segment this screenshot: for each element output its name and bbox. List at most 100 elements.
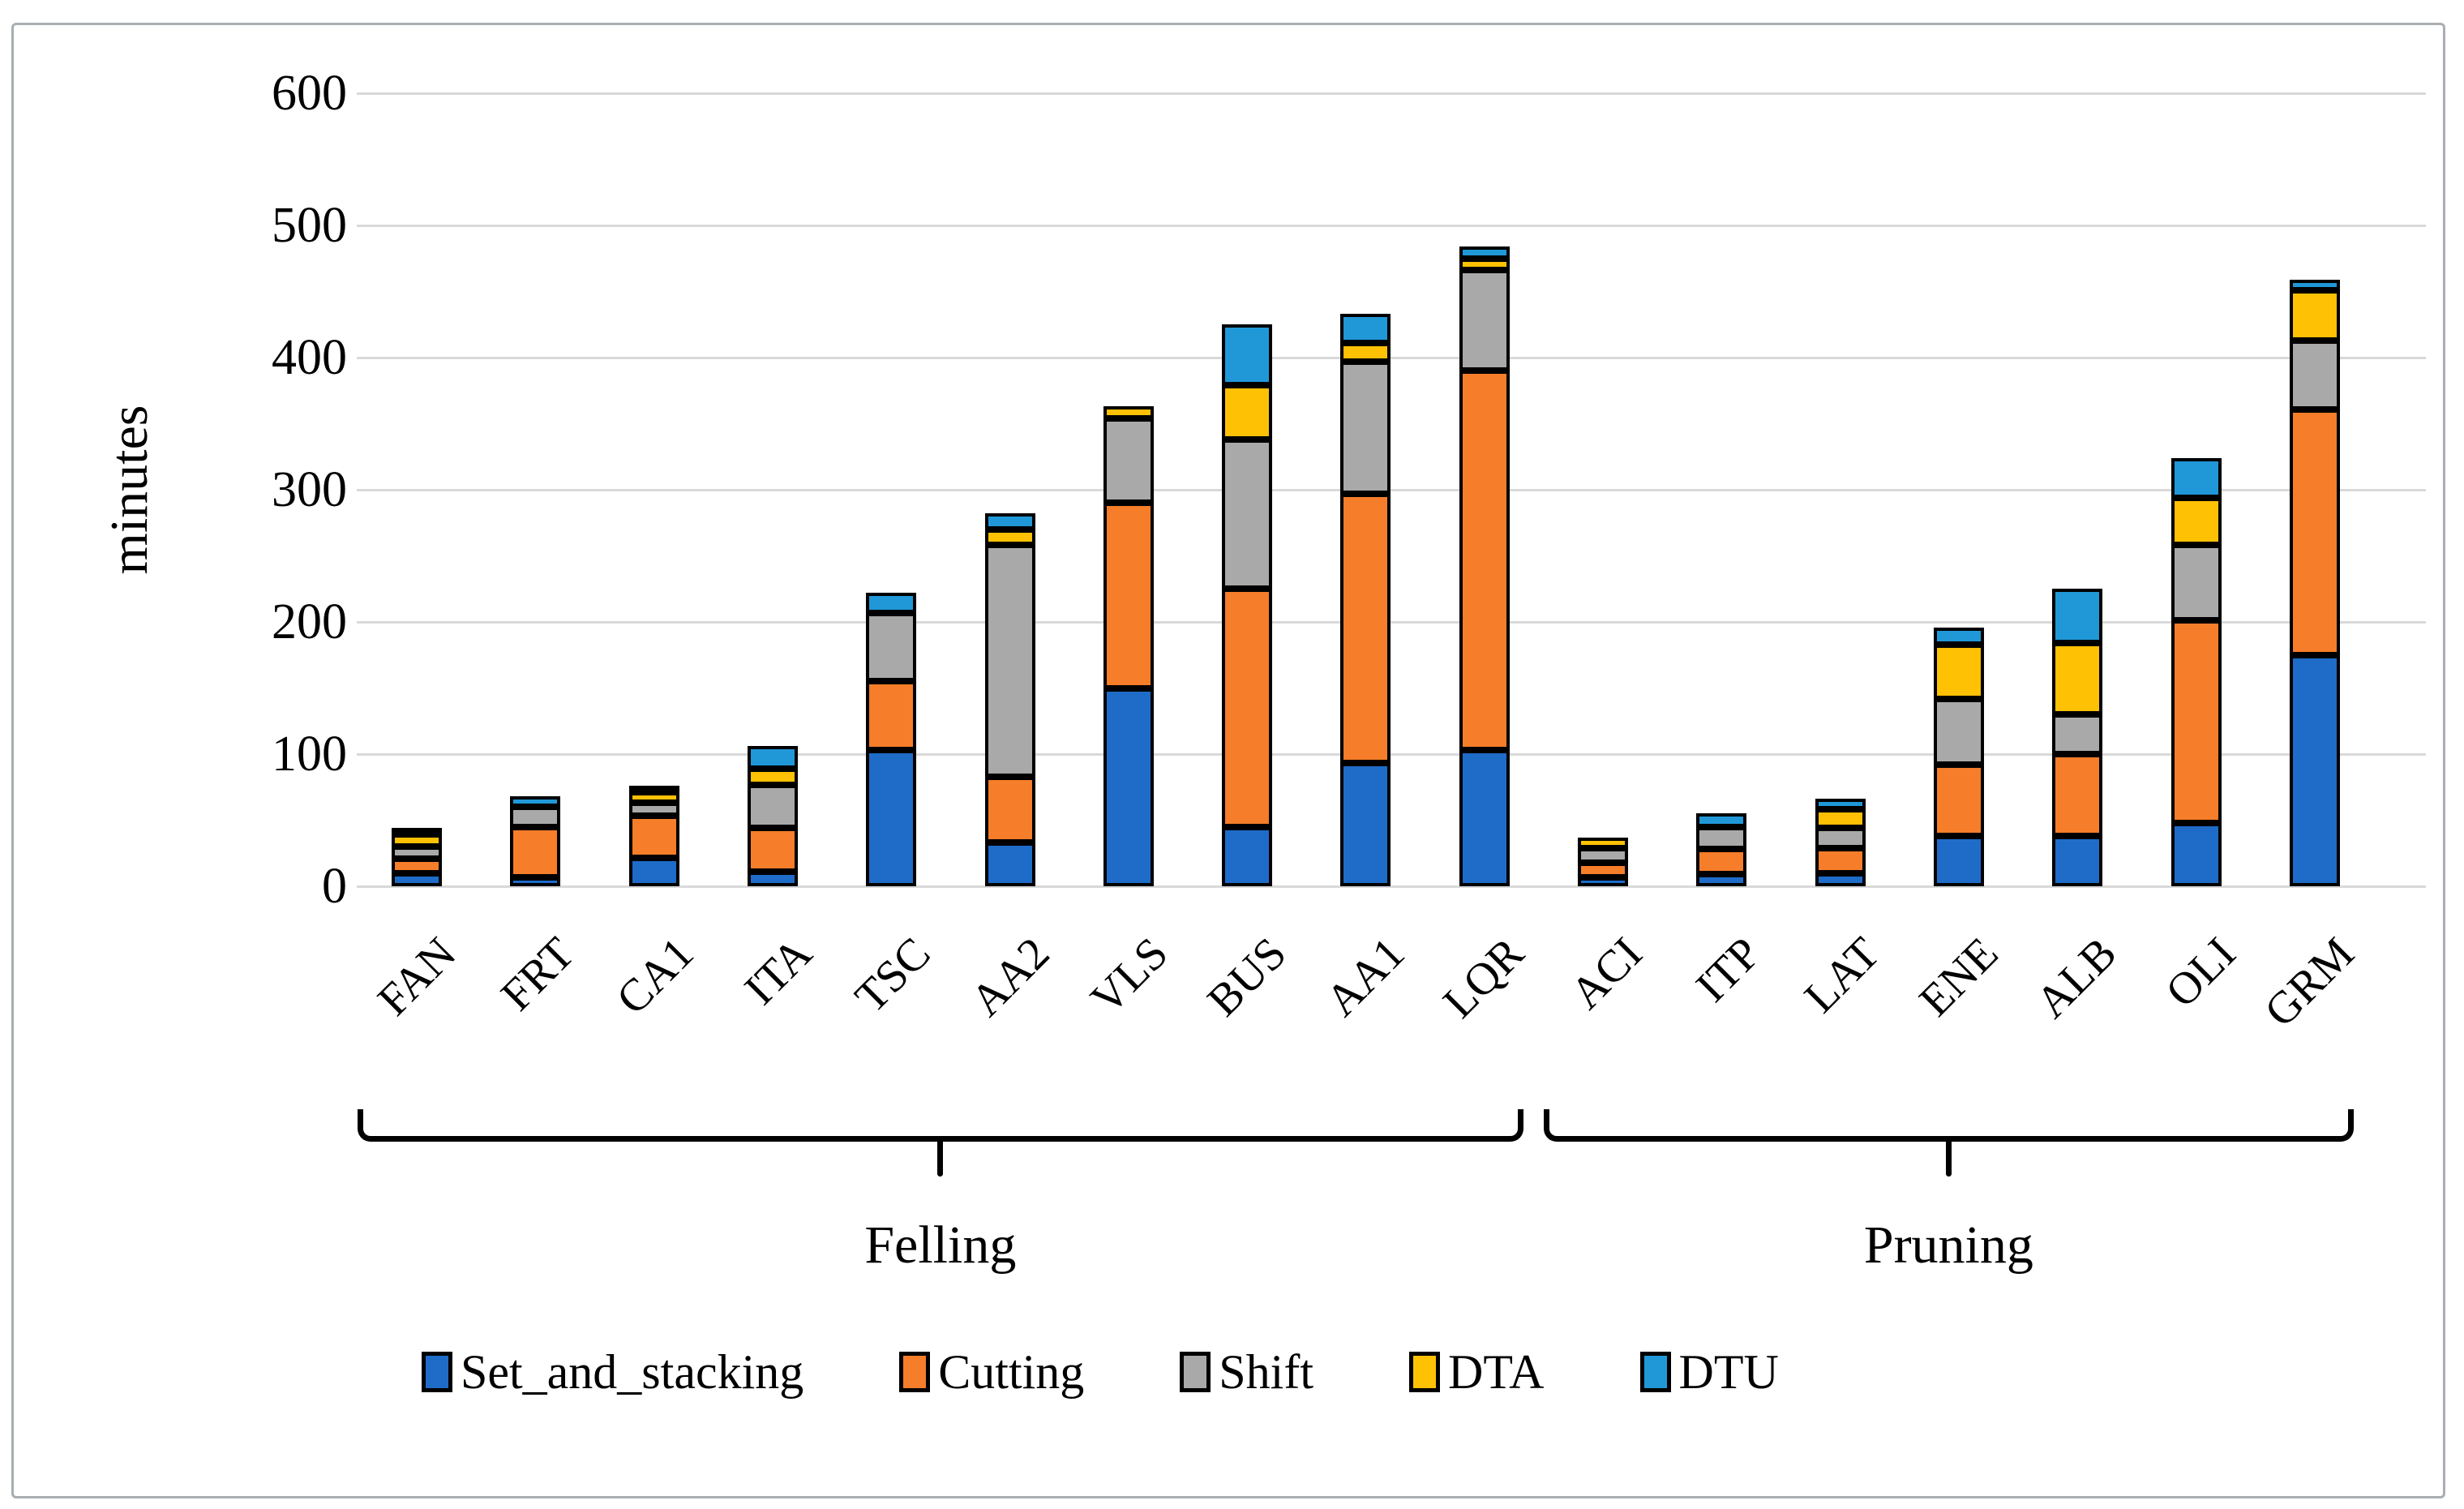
bar-segment-cutting xyxy=(984,776,1035,843)
gridline xyxy=(357,753,2426,756)
bar-segment-set_and_stacking xyxy=(984,842,1035,886)
legend-swatch-dtu xyxy=(1639,1352,1671,1392)
bar-segment-dtu xyxy=(1340,314,1391,344)
bar-segment-dtu xyxy=(1459,246,1510,259)
bar-segment-set_and_stacking xyxy=(1933,836,1984,886)
group-brace-pruning xyxy=(1544,1109,2354,1142)
bar-segment-dta xyxy=(1933,644,1984,699)
bar-FRT xyxy=(510,796,561,886)
bar-segment-cutting xyxy=(1933,765,1984,837)
bar-VLS xyxy=(1103,406,1154,886)
legend-label: Cutting xyxy=(938,1345,1085,1399)
bar-segment-shift xyxy=(1578,847,1628,863)
legend-item-dtu: DTU xyxy=(1639,1346,1779,1398)
bar-segment-set_and_stacking xyxy=(1696,874,1747,886)
bar-segment-dta xyxy=(1222,385,1273,440)
bar-segment-shift xyxy=(1933,698,1984,765)
bar-CA1 xyxy=(628,786,679,886)
bar-segment-set_and_stacking xyxy=(1578,877,1628,886)
bar-segment-set_and_stacking xyxy=(1815,872,1866,886)
bar-GRM xyxy=(2289,279,2340,886)
bar-segment-dta xyxy=(2170,497,2222,546)
legend-label: Shift xyxy=(1219,1345,1313,1399)
bar-segment-set_and_stacking xyxy=(1222,826,1273,886)
bar-segment-cutting xyxy=(1696,849,1747,875)
bar-segment-shift xyxy=(628,803,679,817)
y-axis-title: minutes xyxy=(100,405,159,575)
bar-segment-dta xyxy=(1459,258,1510,271)
bar-segment-cutting xyxy=(1103,503,1154,688)
bar-segment-cutting xyxy=(1815,847,1866,873)
bar-segment-dtu xyxy=(984,513,1035,529)
bar-segment-dtu xyxy=(628,786,679,793)
bar-segment-shift xyxy=(747,784,798,829)
bar-segment-shift xyxy=(392,847,442,859)
bar-segment-dta xyxy=(628,792,679,804)
bar-segment-dtu xyxy=(510,796,561,808)
bar-segment-dtu xyxy=(1815,799,1866,810)
bar-BUS xyxy=(1222,324,1273,886)
bar-segment-shift xyxy=(510,807,561,827)
bar-TSC xyxy=(866,593,917,886)
bar-segment-cutting xyxy=(1578,862,1628,877)
legend-swatch-cutting xyxy=(899,1352,931,1392)
bar-segment-cutting xyxy=(747,828,798,872)
group-label-pruning: Pruning xyxy=(1863,1215,2033,1275)
bar-segment-cutting xyxy=(2170,620,2222,823)
gridline xyxy=(357,92,2426,95)
bar-segment-shift xyxy=(866,612,917,682)
group-brace-tick xyxy=(937,1139,944,1177)
bar-AA2 xyxy=(984,513,1035,886)
legend-item-cutting: Cutting xyxy=(899,1346,1084,1398)
legend-label: DTA xyxy=(1448,1345,1545,1399)
bar-segment-dta xyxy=(392,834,442,847)
bar-segment-dta xyxy=(747,768,798,785)
legend-item-set_and_stacking: Set_and_stacking xyxy=(422,1346,803,1398)
group-brace-tick xyxy=(1945,1139,1952,1177)
bar-ENE xyxy=(1933,627,1984,886)
bar-segment-shift xyxy=(2052,714,2103,755)
bar-ALB xyxy=(2052,589,2103,886)
bar-segment-dta xyxy=(1340,343,1391,362)
bar-segment-shift xyxy=(2170,545,2222,621)
bar-segment-set_and_stacking xyxy=(1340,763,1391,886)
bar-segment-cutting xyxy=(628,816,679,858)
bar-segment-dta xyxy=(2052,643,2103,715)
y-tick-label: 200 xyxy=(272,594,347,649)
bar-ITA xyxy=(747,746,798,886)
bar-segment-set_and_stacking xyxy=(747,872,798,886)
y-tick-label: 600 xyxy=(272,66,347,121)
y-tick-label: 400 xyxy=(272,330,347,385)
bar-segment-dtu xyxy=(2170,457,2222,498)
bar-segment-shift xyxy=(2289,340,2340,409)
bar-segment-set_and_stacking xyxy=(392,872,442,886)
bar-segment-dtu xyxy=(1696,813,1747,827)
y-tick-label: 0 xyxy=(322,859,347,914)
bar-segment-set_and_stacking xyxy=(2289,654,2340,886)
bar-segment-cutting xyxy=(1459,371,1510,751)
bar-segment-dtu xyxy=(392,828,442,835)
gridline xyxy=(357,489,2426,491)
bar-segment-dta xyxy=(1103,406,1154,418)
bar-segment-set_and_stacking xyxy=(866,750,917,886)
group-label-felling: Felling xyxy=(864,1215,1017,1275)
legend-swatch-set_and_stacking xyxy=(422,1352,452,1392)
bar-segment-dtu xyxy=(1933,627,1984,645)
bar-segment-dta xyxy=(1815,809,1866,829)
y-tick-label: 100 xyxy=(272,727,347,782)
legend-item-dta: DTA xyxy=(1409,1346,1545,1398)
bar-segment-shift xyxy=(1340,361,1391,494)
bar-segment-shift xyxy=(1696,826,1747,850)
bar-segment-shift xyxy=(1103,418,1154,504)
gridline xyxy=(357,225,2426,227)
legend-swatch-shift xyxy=(1180,1352,1211,1392)
legend: Set_and_stacking Cutting Shift DTA DTU xyxy=(422,1346,1779,1398)
bar-segment-dta xyxy=(984,529,1035,546)
bar-ACI xyxy=(1578,837,1628,886)
bar-AA1 xyxy=(1340,314,1391,886)
bar-segment-dtu xyxy=(1222,324,1273,386)
bar-segment-dta xyxy=(1578,837,1628,848)
y-tick-label: 300 xyxy=(272,462,347,517)
bar-segment-set_and_stacking xyxy=(2052,836,2103,886)
